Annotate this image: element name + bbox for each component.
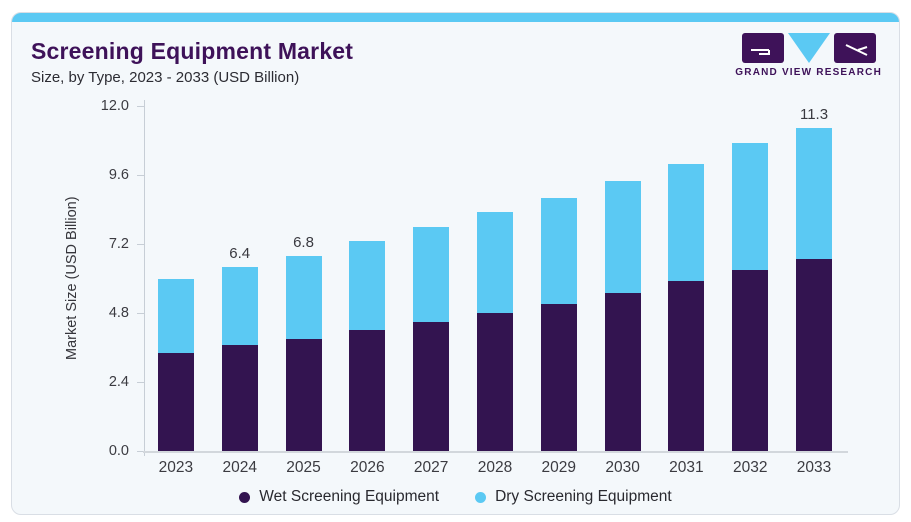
bar-segment-dry [285, 255, 322, 339]
y-tick-mark [137, 382, 144, 383]
bar-column [718, 106, 782, 451]
x-tick-label: 2033 [796, 459, 832, 476]
bar-segment-dry [221, 267, 258, 345]
bar-segment-dry [732, 143, 769, 270]
y-axis-line [144, 100, 145, 456]
logo-v-icon [787, 33, 830, 63]
logo-r-icon [833, 33, 876, 63]
header: Screening Equipment Market Size, by Type… [31, 33, 882, 87]
y-tick-mark [137, 244, 144, 245]
accent-topbar [12, 13, 899, 22]
legend-item: Dry Screening Equipment [475, 488, 672, 506]
x-axis-labels: 2023 2024 2025 2026 2027 2028 2029 2030 2031 2032… [144, 459, 846, 477]
bar-segment-dry [540, 198, 577, 305]
y-tick-label: 0.0 [108, 443, 129, 459]
bar-segment-dry [668, 163, 705, 282]
x-tick-label: 2028 [477, 459, 513, 476]
logo-g-icon [741, 33, 784, 63]
bar-segment-wet [157, 353, 194, 451]
y-axis: 12.0 9.6 7.2 4.8 2.4 0.0 [12, 98, 144, 459]
bar-segment-wet [796, 259, 833, 451]
x-tick-label: 2027 [413, 459, 449, 476]
y-tick-mark [137, 106, 144, 107]
bar-segment-wet [540, 304, 577, 451]
bar-column [399, 106, 463, 451]
grand-view-research-logo: GRAND VIEW RESEARCH [735, 33, 882, 78]
y-tick-label: 4.8 [108, 305, 129, 321]
x-tick-label: 2029 [541, 459, 577, 476]
x-tick-label: 2030 [605, 459, 640, 476]
y-tick-label: 9.6 [108, 167, 129, 183]
bar-segment-dry [604, 180, 641, 293]
bar-segment-dry [413, 226, 450, 322]
plot-area: 6.4 6.8 11.3 [144, 106, 846, 451]
x-tick-label: 2023 [158, 459, 194, 476]
bar-value-label: 11.3 [799, 106, 829, 123]
bar-segment-dry [476, 212, 513, 313]
x-tick-label: 2031 [669, 459, 704, 476]
bar-column [527, 106, 591, 451]
bar-column [591, 106, 655, 451]
bar-segment-wet [732, 269, 769, 451]
bar-segment-dry [157, 278, 194, 354]
bar-segment-wet [668, 281, 705, 451]
x-axis-line [143, 451, 848, 453]
x-tick-label: 2026 [350, 459, 385, 476]
bar-value-label: 6.4 [229, 245, 251, 262]
x-tick-label: 2024 [222, 459, 257, 476]
legend-item: Wet Screening Equipment [239, 488, 439, 506]
bar-column: 6.4 [208, 106, 272, 451]
logo-wordmark: GRAND VIEW RESEARCH [735, 67, 882, 78]
x-tick-label: 2032 [732, 459, 768, 476]
bar-column [335, 106, 399, 451]
legend-label: Wet Screening Equipment [259, 488, 440, 505]
bar-segment-dry [349, 241, 386, 331]
y-tick-label: 7.2 [108, 236, 129, 252]
y-tick-label: 2.4 [108, 374, 129, 390]
bar-column: 6.8 [272, 106, 336, 451]
legend-dot-icon [239, 491, 251, 503]
bar-value-label: 6.8 [293, 233, 314, 251]
bars-container: 6.4 6.8 11.3 [144, 106, 846, 451]
bar-column [463, 106, 527, 451]
bar-segment-dry [796, 128, 833, 260]
page-subtitle: Size, by Type, 2023 - 2033 (USD Billion) [31, 69, 300, 87]
y-tick-mark [137, 175, 144, 176]
bar-column: 11.3 [782, 106, 846, 451]
bar-segment-wet [285, 338, 322, 451]
bar-segment-wet [604, 292, 641, 451]
page-title: Screening Equipment Market [31, 38, 354, 64]
x-tick-label: 2025 [286, 459, 321, 476]
bar-column [655, 106, 719, 451]
bar-segment-wet [476, 313, 513, 451]
y-tick-mark [137, 313, 144, 314]
bar-segment-wet [221, 344, 258, 451]
bar-segment-wet [413, 321, 450, 451]
legend-label: Dry Screening Equipment [495, 488, 672, 505]
y-tick-mark [137, 451, 144, 452]
bar-segment-wet [349, 330, 386, 451]
legend-dot-icon [475, 491, 487, 503]
bar-column [144, 106, 208, 451]
legend: Wet Screening Equipment Dry Screening Equ… [12, 488, 899, 506]
chart-card: Screening Equipment Market Size, by Type… [11, 12, 900, 515]
logo-blocks [741, 33, 876, 63]
y-tick-label: 12.0 [100, 98, 129, 114]
title-block: Screening Equipment Market Size, by Type… [31, 38, 354, 87]
